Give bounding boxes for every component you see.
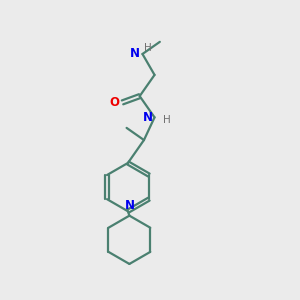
- Text: O: O: [109, 96, 119, 109]
- Text: N: N: [124, 199, 134, 212]
- Text: N: N: [130, 47, 140, 61]
- Text: N: N: [143, 111, 153, 124]
- Text: H: H: [144, 43, 152, 52]
- Text: H: H: [163, 115, 170, 125]
